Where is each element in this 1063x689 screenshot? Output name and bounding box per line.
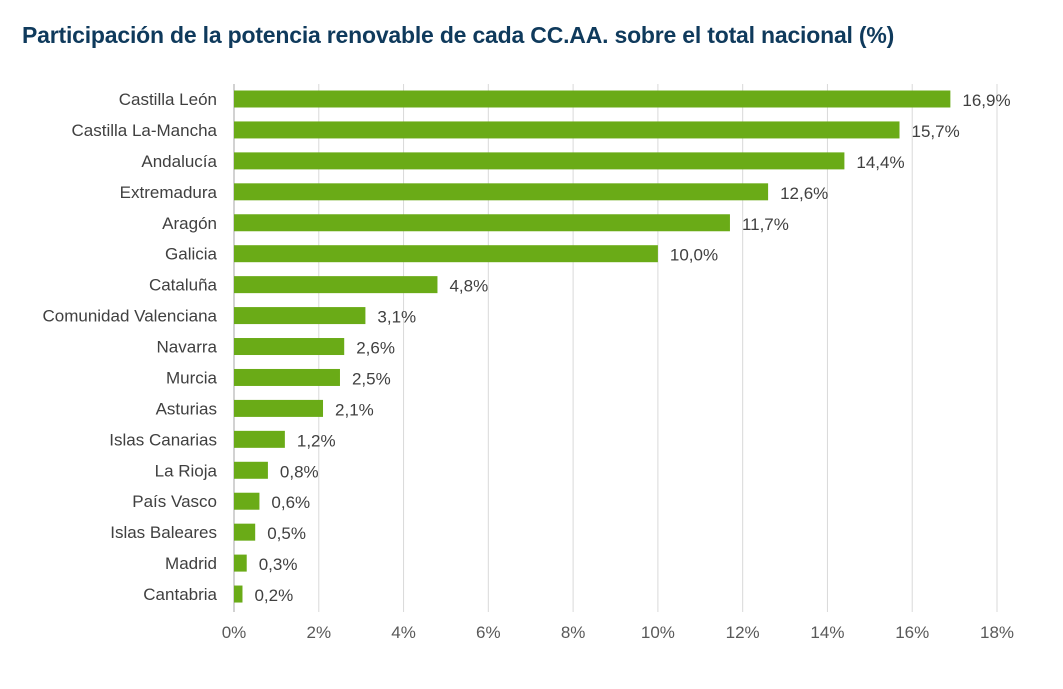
bar xyxy=(234,307,366,325)
x-tick-label: 2% xyxy=(306,623,331,642)
data-label: 12,6% xyxy=(780,184,828,203)
bar xyxy=(234,585,243,603)
category-label: La Rioja xyxy=(155,461,218,480)
data-label: 3,1% xyxy=(377,308,416,327)
x-tick-label: 10% xyxy=(641,623,675,642)
bar xyxy=(234,492,260,510)
bar xyxy=(234,461,268,479)
bar xyxy=(234,245,658,263)
bar xyxy=(234,276,438,294)
bar xyxy=(234,523,256,541)
category-label: Comunidad Valenciana xyxy=(42,307,217,326)
x-tick-label: 0% xyxy=(222,623,247,642)
bar xyxy=(234,152,845,170)
x-tick-label: 18% xyxy=(980,623,1014,642)
data-label: 0,3% xyxy=(259,555,298,574)
category-label: Cantabria xyxy=(143,585,217,604)
category-label: Navarra xyxy=(157,338,218,357)
category-label: Castilla La-Mancha xyxy=(71,121,217,140)
x-tick-label: 4% xyxy=(391,623,416,642)
bar xyxy=(234,121,900,139)
data-label: 14,4% xyxy=(856,153,904,172)
bar xyxy=(234,90,951,108)
category-label: Islas Baleares xyxy=(110,523,217,542)
category-label: Madrid xyxy=(165,554,217,573)
data-label: 2,5% xyxy=(352,369,391,388)
data-label: 16,9% xyxy=(962,91,1010,110)
x-tick-label: 14% xyxy=(810,623,844,642)
category-label: Aragón xyxy=(162,214,217,233)
data-label: 2,1% xyxy=(335,400,374,419)
data-label: 1,2% xyxy=(297,431,336,450)
category-label: Murcia xyxy=(166,368,218,387)
category-label: Asturias xyxy=(156,399,217,418)
category-label: Galicia xyxy=(165,245,218,264)
x-tick-label: 12% xyxy=(726,623,760,642)
category-label: Cataluña xyxy=(149,276,218,295)
data-label: 4,8% xyxy=(449,277,488,296)
bar xyxy=(234,183,769,201)
chart-title: Participación de la potencia renovable d… xyxy=(22,22,895,48)
data-label: 0,8% xyxy=(280,462,319,481)
data-label: 2,6% xyxy=(356,339,395,358)
data-label: 10,0% xyxy=(670,246,718,265)
bar xyxy=(234,368,340,386)
category-label: Extremadura xyxy=(120,183,218,202)
x-tick-label: 16% xyxy=(895,623,929,642)
category-label: Andalucía xyxy=(141,152,217,171)
bar xyxy=(234,399,324,417)
category-label: Islas Canarias xyxy=(109,430,217,449)
bar xyxy=(234,430,285,448)
x-tick-label: 8% xyxy=(561,623,586,642)
data-label: 0,2% xyxy=(254,586,293,605)
bar xyxy=(234,214,730,232)
x-tick-label: 6% xyxy=(476,623,501,642)
data-label: 15,7% xyxy=(912,122,960,141)
category-label: País Vasco xyxy=(132,492,217,511)
data-label: 11,7% xyxy=(742,215,789,234)
data-label: 0,6% xyxy=(271,493,310,512)
bar xyxy=(234,338,345,356)
category-label: Castilla León xyxy=(119,90,217,109)
data-label: 0,5% xyxy=(267,524,306,543)
bar xyxy=(234,554,247,572)
